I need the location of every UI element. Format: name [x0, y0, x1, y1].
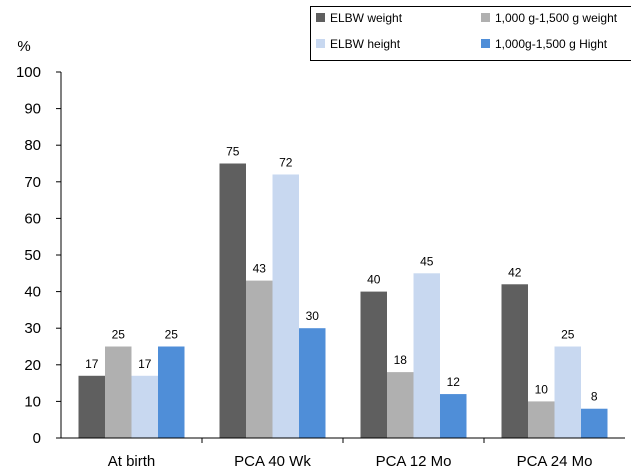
y-tick-label: 30	[24, 320, 41, 337]
legend-swatch	[481, 13, 490, 22]
data-labels: 17 25 17 25 75 43 72 30 40 18 45 12 42 10 25 8	[85, 145, 598, 404]
y-axis: 0 10 20 30 40 50 60 70 80 90 100	[16, 64, 62, 447]
x-axis: At birth PCA 40 Wk PCA 12 Mo PCA 24 Mo	[61, 437, 625, 470]
y-tick-label: 40	[24, 284, 41, 301]
bar	[131, 375, 158, 438]
legend-label: 1,000g-1,500 g Hight	[495, 37, 608, 51]
data-label: 25	[165, 328, 179, 342]
bar	[501, 284, 528, 438]
bar	[272, 174, 299, 439]
data-label: 43	[253, 262, 267, 276]
bar	[387, 372, 414, 438]
legend-label: 1,000 g-1,500 g weight	[495, 11, 618, 25]
legend-box	[310, 6, 631, 61]
category-label: At birth	[108, 453, 156, 470]
category-label: PCA 12 Mo	[376, 453, 452, 470]
y-tick-label: 80	[24, 137, 41, 154]
bar	[158, 346, 185, 438]
y-tick-label: 60	[24, 210, 41, 227]
data-label: 40	[367, 273, 381, 287]
bar	[581, 408, 608, 438]
y-tick-label: 50	[24, 247, 41, 264]
data-label: 17	[85, 357, 99, 371]
data-label: 12	[447, 375, 461, 389]
legend-label: ELBW height	[330, 37, 401, 51]
bar	[440, 394, 467, 438]
legend-label: ELBW weight	[330, 11, 403, 25]
data-label: 72	[279, 155, 293, 169]
bar	[299, 328, 326, 438]
y-tick-label: 70	[24, 174, 41, 191]
data-label: 8	[591, 390, 598, 404]
data-label: 30	[306, 309, 320, 323]
bar	[78, 375, 105, 438]
data-label: 25	[561, 328, 575, 342]
data-label: 10	[535, 382, 549, 396]
bar	[360, 291, 387, 438]
y-tick-label: 0	[33, 430, 41, 447]
y-axis-unit: %	[17, 38, 30, 55]
bar	[554, 346, 581, 438]
category-label: PCA 24 Mo	[517, 453, 593, 470]
bar	[105, 346, 132, 438]
bar	[528, 401, 555, 438]
bars	[78, 163, 608, 439]
y-tick-label: 20	[24, 357, 41, 374]
legend: ELBW weight 1,000 g-1,500 g weight ELBW he…	[310, 6, 631, 61]
legend-swatch	[316, 13, 325, 22]
y-tick-label: 90	[24, 101, 41, 118]
data-label: 17	[138, 357, 152, 371]
data-label: 75	[226, 145, 240, 159]
data-label: 25	[112, 328, 126, 342]
legend-swatch	[481, 39, 490, 48]
category-label: PCA 40 Wk	[234, 453, 311, 470]
y-tick-label: 10	[24, 393, 41, 410]
y-tick-label: 100	[16, 64, 41, 81]
bar	[219, 163, 246, 438]
data-label: 45	[420, 254, 434, 268]
bar	[246, 280, 273, 438]
data-label: 42	[508, 265, 522, 279]
data-label: 18	[394, 353, 408, 367]
legend-swatch	[316, 39, 325, 48]
bar	[413, 273, 440, 438]
